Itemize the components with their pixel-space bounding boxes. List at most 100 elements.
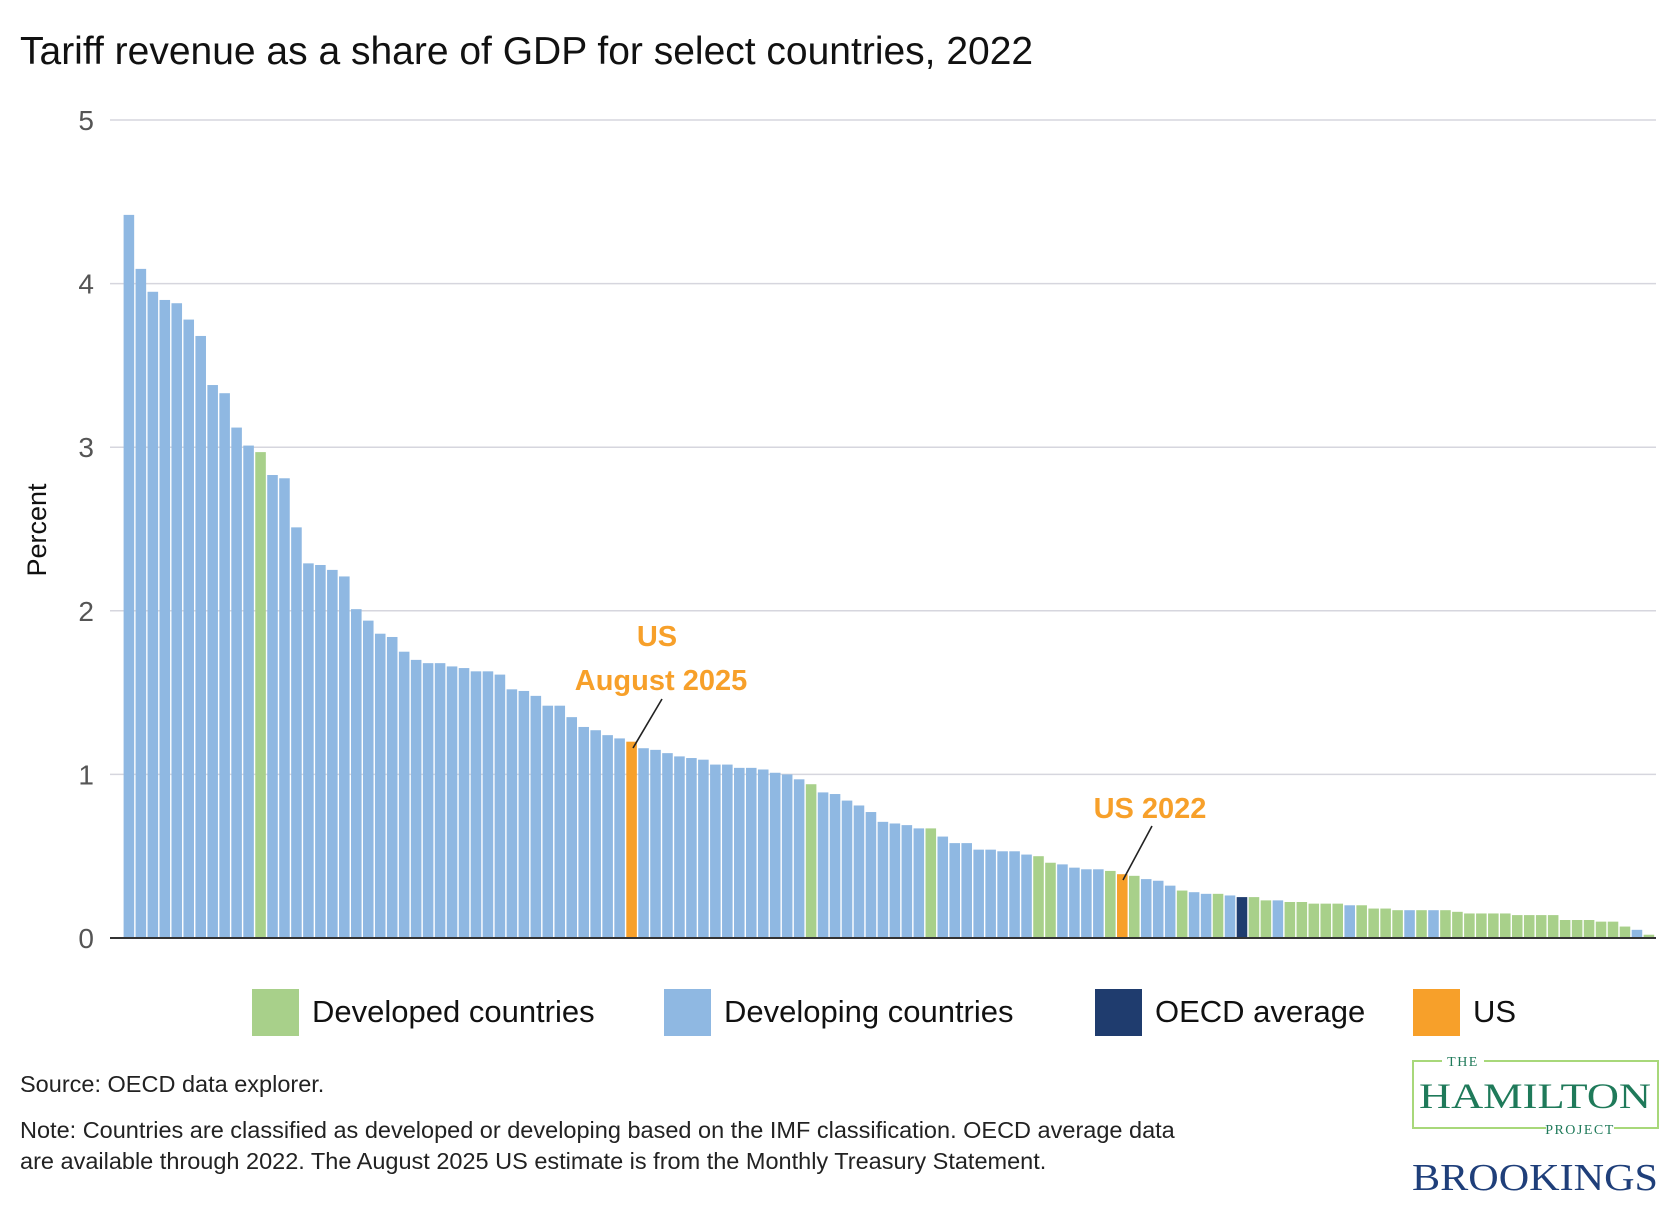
bar-developing — [1344, 905, 1355, 938]
note-line-2: are available through 2022. The August 2… — [20, 1148, 1046, 1174]
legend-item-us: US — [1413, 989, 1516, 1036]
bar-oecd — [1236, 897, 1248, 938]
bar-developing — [410, 659, 422, 938]
bar-developing — [710, 764, 721, 938]
bar-developing — [985, 849, 996, 938]
bar-developing — [997, 851, 1008, 938]
bar-developed — [1476, 913, 1487, 938]
bar-developing — [949, 843, 961, 938]
bar-developing — [1152, 880, 1164, 938]
bar-developing — [1188, 892, 1200, 938]
bar-developed — [1452, 911, 1463, 938]
bar-developing — [853, 805, 865, 938]
bar-developing — [1224, 895, 1236, 938]
y-tick-label: 5 — [78, 105, 94, 136]
bar-developing — [147, 291, 159, 938]
bar-developing — [279, 478, 290, 938]
bar-developing — [734, 767, 745, 938]
bar-developing — [1140, 879, 1152, 938]
bar-developed — [1571, 920, 1583, 938]
bar-developed — [1260, 900, 1272, 938]
bar-developed — [1500, 913, 1511, 938]
bar-developing — [494, 674, 506, 938]
bar-developing — [877, 821, 889, 938]
bar-developed — [1308, 903, 1320, 938]
bar-developing — [243, 445, 254, 938]
annotation-us-august-2025: US August 2025 — [575, 621, 747, 749]
bar-developing — [1081, 869, 1092, 938]
bar-developed — [1535, 915, 1547, 938]
bar-developing — [231, 427, 242, 938]
logo-text-hamilton: HAMILTON — [1419, 1076, 1651, 1116]
legend-swatch — [252, 989, 299, 1036]
bar-developing — [973, 849, 984, 938]
bar-developed — [1248, 897, 1260, 938]
annotation-us-2022: US 2022 — [1094, 793, 1207, 881]
bar-developing — [351, 609, 362, 938]
legend-item-developing: Developing countries — [664, 989, 1014, 1036]
note-line-1: Note: Countries are classified as develo… — [20, 1117, 1176, 1143]
y-axis-ticks: 0 1 2 3 4 5 — [78, 105, 94, 954]
bar-developing — [542, 705, 554, 938]
bar-developing — [817, 792, 829, 938]
bar-developed — [1607, 921, 1619, 938]
logo-text-project: PROJECT — [1545, 1123, 1615, 1138]
chart-title: Tariff revenue as a share of GDP for sel… — [20, 30, 1033, 73]
bar-developing — [207, 385, 218, 938]
bar-developed — [1643, 934, 1655, 938]
bar-developing — [1093, 869, 1104, 938]
y-tick-label: 4 — [78, 269, 94, 300]
y-tick-label: 1 — [78, 759, 94, 790]
y-axis-label: Percent — [22, 483, 52, 577]
bars — [123, 214, 1655, 939]
bar-developing — [937, 836, 949, 938]
bar-developed — [1284, 902, 1296, 938]
bar-developing — [1200, 893, 1212, 938]
brookings-logo: BROOKINGS — [1412, 1157, 1658, 1199]
bar-developed — [925, 828, 937, 938]
bar-developing — [339, 576, 350, 938]
bar-developing — [171, 303, 183, 939]
annotation-leader-line — [632, 698, 663, 749]
annotation-line: August 2025 — [575, 665, 747, 697]
bar-developing — [159, 299, 171, 939]
logo-text-the: THE — [1447, 1055, 1479, 1070]
bar-developing — [829, 794, 841, 938]
bar-developed — [1296, 902, 1308, 938]
legend-item-oecd: OECD average — [1095, 989, 1365, 1036]
bar-developing — [913, 828, 925, 938]
bar-developing — [398, 651, 410, 938]
y-tick-label: 2 — [78, 596, 94, 627]
bar-developing — [506, 689, 518, 938]
bar-developing — [1428, 910, 1439, 938]
bar-developing — [769, 772, 781, 938]
bar-developing — [698, 759, 709, 938]
bar-developed — [1559, 920, 1571, 938]
y-tick-label: 3 — [78, 432, 94, 463]
bar-developing — [781, 774, 793, 938]
legend-swatch — [664, 989, 711, 1036]
bar-developing — [638, 748, 649, 938]
bar-developing — [662, 753, 673, 938]
bar-developed — [1128, 875, 1140, 938]
bar-developed — [1045, 862, 1056, 938]
bar-us — [626, 741, 637, 938]
bar-developed — [1619, 926, 1631, 938]
annotation-leader-line — [1122, 825, 1153, 881]
bar-developing — [554, 705, 566, 938]
bar-developed — [1464, 913, 1475, 938]
bar-developing — [674, 756, 685, 938]
bar-developing — [518, 690, 530, 938]
gridlines — [110, 119, 1656, 776]
bar-developing — [1009, 851, 1020, 938]
legend-label: Developed countries — [312, 994, 595, 1029]
bar-developing — [135, 268, 147, 938]
bar-developing — [1404, 910, 1415, 938]
bar-developing — [757, 769, 769, 938]
annotation-line: US 2022 — [1094, 793, 1207, 825]
bar-developed — [1440, 910, 1451, 938]
bar-developed — [1212, 893, 1224, 938]
bar-developing — [901, 825, 913, 938]
bar-developing — [183, 319, 195, 939]
